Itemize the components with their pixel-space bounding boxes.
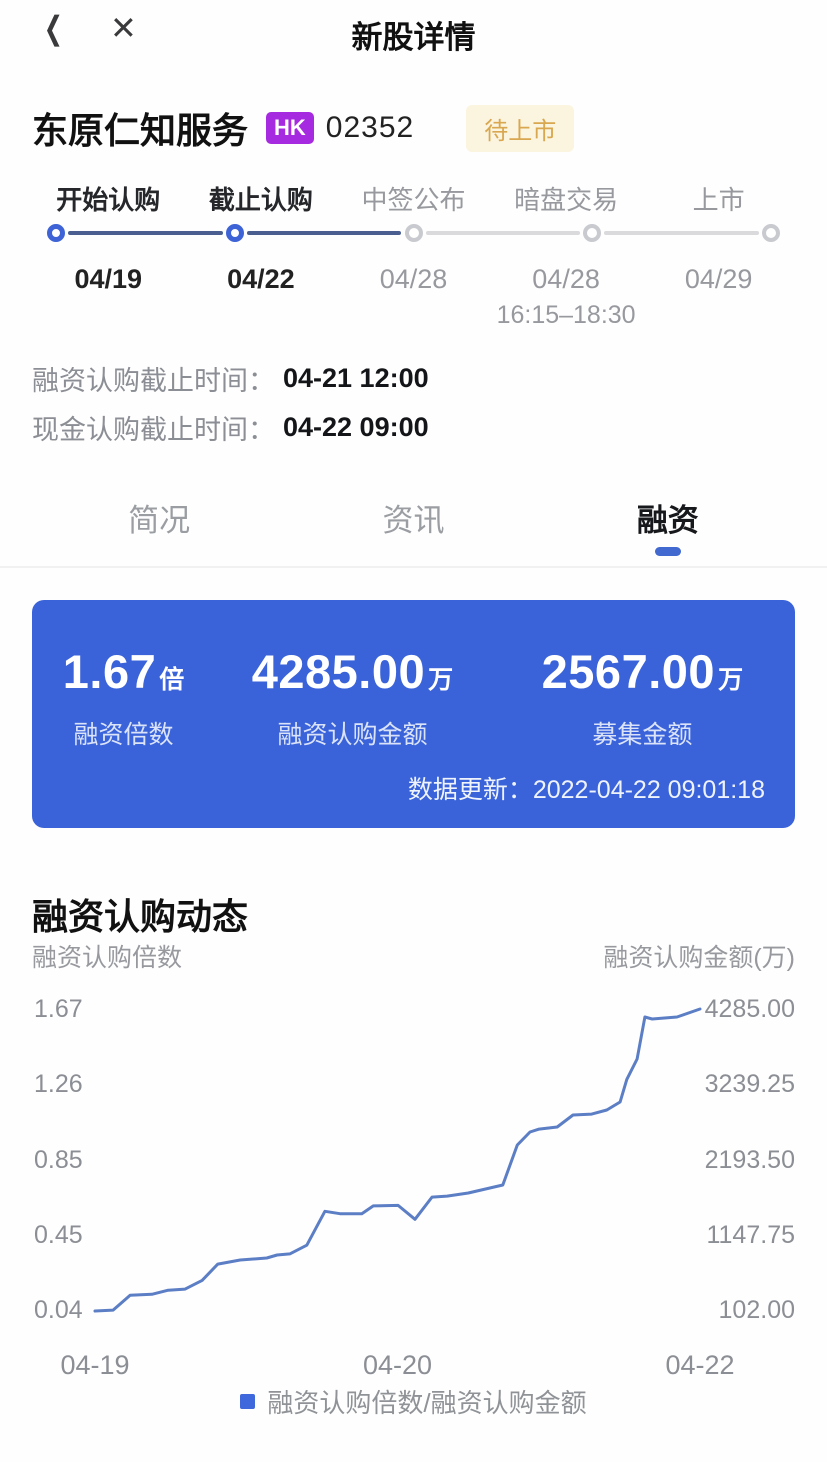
deadline-value: 04-21 12:00 (283, 362, 429, 393)
timeline-step-label: 暗盘交易 (514, 185, 619, 215)
left-tick-label: 0.85 (34, 1145, 83, 1174)
timeline-step-label: 开始认购 (56, 185, 161, 215)
left-tick-label: 1.26 (34, 1070, 83, 1099)
stat-value: 2567.00 万 (490, 644, 795, 699)
status-badge: 待上市 (466, 104, 575, 152)
chart-legend: 融资认购倍数/融资认购金额 (32, 1386, 795, 1418)
stock-name: 东原仁知服务 (32, 110, 249, 151)
timeline-connector (425, 231, 581, 235)
update-value: 2022-04-22 09:01:18 (532, 776, 765, 804)
deadline-row: 现金认购截止时间： 04-22 09:00 (32, 409, 795, 445)
timeline-step-date: 04/29 (684, 264, 753, 294)
stat-label: 融资倍数 (73, 721, 174, 749)
deadline-row: 融资认购截止时间： 04-21 12:00 (32, 360, 795, 396)
timeline-step-subtime: 16:15–18:30 (496, 301, 636, 329)
timeline-step-label: 中签公布 (361, 185, 466, 215)
tab-active[interactable]: 融资 (541, 495, 795, 556)
left-axis-title: 融资认购倍数 (32, 944, 183, 972)
update-label: 数据更新： (407, 776, 533, 804)
x-tick-label: 04-22 (665, 1350, 735, 1380)
deadline-list: 融资认购截止时间： 04-21 12:00 现金认购截止时间： 04-22 09:00 (32, 360, 795, 445)
legend-label: 融资认购倍数/融资认购金额 (267, 1387, 587, 1418)
stat-number: 1.67 (62, 645, 157, 698)
deadline-value: 04-22 09:00 (283, 411, 429, 442)
right-tick-label: 2193.50 (704, 1145, 795, 1174)
stat-value: 1.67 倍 (32, 644, 215, 699)
deadline-label: 现金认购截止时间： (32, 414, 275, 445)
active-tab-underline (654, 547, 681, 556)
financing-summary-card: 1.67 倍融资倍数 4285.00 万融资认购金额 2567.00 万募集金额 数据更新… (32, 600, 795, 828)
timeline-connector (604, 231, 759, 235)
timeline-dot (225, 224, 244, 242)
stock-code: 02352 (325, 111, 415, 144)
timeline-dot (583, 224, 602, 242)
timeline-step-date: 04/19 (74, 264, 143, 294)
timeline-dates: 04/19 04/22 04/28 04/28 16:15–18:30 04/29 (32, 264, 795, 330)
back-icon[interactable]: ❮ (43, 10, 64, 46)
right-tick-label: 1147.75 (706, 1220, 795, 1249)
timeline-connector (246, 231, 402, 235)
timeline-step-date: 04/28 16:15–18:30 (490, 264, 643, 330)
timeline-step-date: 04/22 (227, 264, 295, 294)
x-tick-label: 04-19 (60, 1350, 130, 1380)
timeline-dot (47, 224, 66, 242)
data-update-time: 数据更新：2022-04-22 09:01:18 (408, 770, 765, 806)
plot-area: 1.67 1.26 0.85 0.45 0.04 4285.00 3239.25 2193.… (32, 992, 795, 1381)
stat-number: 4285.00 (251, 645, 426, 698)
summary-stat: 1.67 倍融资倍数 (32, 644, 215, 751)
timeline-dot (761, 224, 780, 242)
page-title: 新股详情 (351, 20, 476, 55)
x-axis-labels: 04-19 04-20 04-22 (32, 1350, 795, 1384)
legend-swatch-icon (240, 1393, 256, 1409)
right-tick-label: 3239.25 (704, 1070, 795, 1099)
right-tick-label: 102.00 (718, 1296, 795, 1324)
header: ❮ ✕ 新股详情 (0, 0, 827, 60)
right-axis-title: 融资认购金额(万) (603, 944, 795, 972)
stat-unit: 倍 (159, 666, 185, 694)
deadline-label: 融资认购截止时间： (32, 365, 275, 396)
left-tick-label: 0.04 (34, 1296, 83, 1324)
stat-label: 募集金额 (592, 721, 693, 749)
left-tick-label: 1.67 (34, 995, 83, 1023)
timeline-step-label: 截止认购 (208, 185, 313, 215)
subscription-line (93, 1007, 702, 1313)
tab-bar: 简况 资讯 融资 (0, 495, 827, 568)
left-tick-label: 0.45 (34, 1220, 83, 1249)
stat-unit: 万 (428, 666, 454, 694)
line-chart-svg (93, 1007, 702, 1313)
stat-value: 4285.00 万 (215, 644, 490, 699)
x-tick-label: 04-20 (362, 1350, 433, 1380)
summary-stat: 4285.00 万融资认购金额 (215, 644, 490, 751)
timeline-track (32, 224, 795, 242)
ipo-timeline: 开始认购 截止认购 中签公布 暗盘交易 上市 04/19 04/22 04/28 04/28 1… (32, 180, 795, 330)
stat-label: 融资认购金额 (277, 721, 428, 749)
section-title: 融资认购动态 (32, 896, 249, 937)
stat-unit: 万 (718, 666, 744, 694)
timeline-dot (404, 224, 423, 242)
timeline-labels: 开始认购 截止认购 中签公布 暗盘交易 上市 (32, 180, 795, 216)
close-icon[interactable]: ✕ (110, 10, 137, 46)
tab-divider (0, 566, 827, 568)
timeline-step-label: 上市 (692, 185, 745, 215)
financing-chart: 融资认购倍数 融资认购金额(万) 1.67 1.26 0.85 0.45 0.04 42… (32, 938, 795, 1418)
left-axis-ticks: 1.67 1.26 0.85 0.45 0.04 (34, 997, 83, 1323)
right-tick-label: 4285.00 (704, 995, 795, 1023)
market-badge: HK (266, 112, 314, 144)
tab-item[interactable]: 资讯 (382, 503, 445, 538)
stat-number: 2567.00 (541, 645, 716, 698)
tab-item[interactable]: 简况 (128, 503, 191, 538)
stock-header: 东原仁知服务 HK 02352 待上市 (32, 102, 795, 154)
timeline-connector (68, 231, 223, 235)
summary-stat: 2567.00 万募集金额 (490, 644, 795, 751)
timeline-step-date: 04/28 (379, 264, 448, 294)
right-axis-ticks: 4285.00 3239.25 2193.50 1147.75 102.00 (705, 997, 795, 1323)
